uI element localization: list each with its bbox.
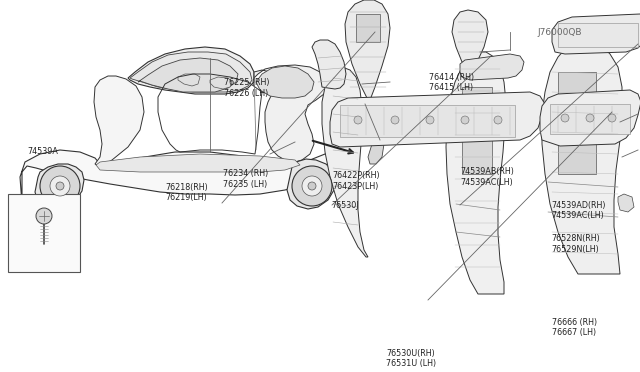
Circle shape (50, 176, 70, 196)
Polygon shape (552, 14, 640, 54)
Text: J76000QB: J76000QB (538, 28, 582, 37)
Circle shape (391, 116, 399, 124)
Text: 76528N(RH)
76529N(LH): 76528N(RH) 76529N(LH) (552, 234, 600, 254)
Polygon shape (542, 42, 622, 274)
Bar (558, 72, 596, 114)
Bar (550, 104, 630, 134)
Polygon shape (138, 58, 238, 92)
Circle shape (494, 116, 502, 124)
Bar (462, 87, 492, 122)
Polygon shape (345, 0, 390, 100)
Bar (558, 124, 596, 174)
Polygon shape (287, 159, 335, 209)
Text: 76666 (RH)
76667 (LH): 76666 (RH) 76667 (LH) (552, 318, 597, 337)
Text: 76414 (RH)
76415 (LH): 76414 (RH) 76415 (LH) (429, 73, 474, 92)
Polygon shape (254, 65, 328, 162)
Bar (356, 14, 380, 42)
Circle shape (586, 114, 594, 122)
Polygon shape (312, 40, 346, 89)
Circle shape (36, 208, 52, 224)
Polygon shape (322, 67, 368, 257)
Polygon shape (96, 154, 300, 172)
Polygon shape (540, 90, 640, 146)
Circle shape (608, 114, 616, 122)
Circle shape (426, 116, 434, 124)
Polygon shape (368, 140, 384, 164)
Polygon shape (130, 52, 252, 92)
Text: 74539AB(RH)
74539AC(LH): 74539AB(RH) 74539AC(LH) (461, 167, 515, 187)
Text: 76218(RH)
76219(LH): 76218(RH) 76219(LH) (165, 183, 208, 202)
Circle shape (354, 116, 362, 124)
Circle shape (292, 166, 332, 206)
Text: 76530U(RH)
76531U (LH): 76530U(RH) 76531U (LH) (386, 349, 436, 368)
Text: 76225 (RH)
76226 (LH): 76225 (RH) 76226 (LH) (224, 78, 269, 97)
Bar (462, 132, 492, 174)
Polygon shape (128, 47, 254, 94)
Bar (8, 194, 80, 272)
Circle shape (40, 166, 80, 206)
Polygon shape (330, 92, 545, 147)
Bar (558, 23, 638, 47)
Polygon shape (178, 74, 200, 86)
Bar (340, 105, 515, 137)
Polygon shape (618, 194, 634, 212)
Circle shape (308, 182, 316, 190)
Polygon shape (35, 164, 84, 209)
Polygon shape (446, 52, 506, 294)
Text: 76422P(RH)
76423P(LH): 76422P(RH) 76423P(LH) (333, 171, 380, 190)
Circle shape (56, 182, 64, 190)
Circle shape (561, 114, 569, 122)
Polygon shape (20, 150, 338, 204)
Circle shape (461, 116, 469, 124)
Circle shape (302, 176, 322, 196)
Text: 76234 (RH)
76235 (LH): 76234 (RH) 76235 (LH) (223, 169, 268, 189)
Polygon shape (256, 66, 314, 98)
Polygon shape (460, 54, 524, 80)
Text: 74539AD(RH)
74539AC(LH): 74539AD(RH) 74539AC(LH) (552, 201, 606, 220)
Text: 76530J: 76530J (332, 201, 359, 210)
Polygon shape (210, 77, 232, 89)
Polygon shape (452, 10, 488, 64)
Text: 74539A: 74539A (27, 147, 58, 156)
Polygon shape (94, 76, 144, 167)
